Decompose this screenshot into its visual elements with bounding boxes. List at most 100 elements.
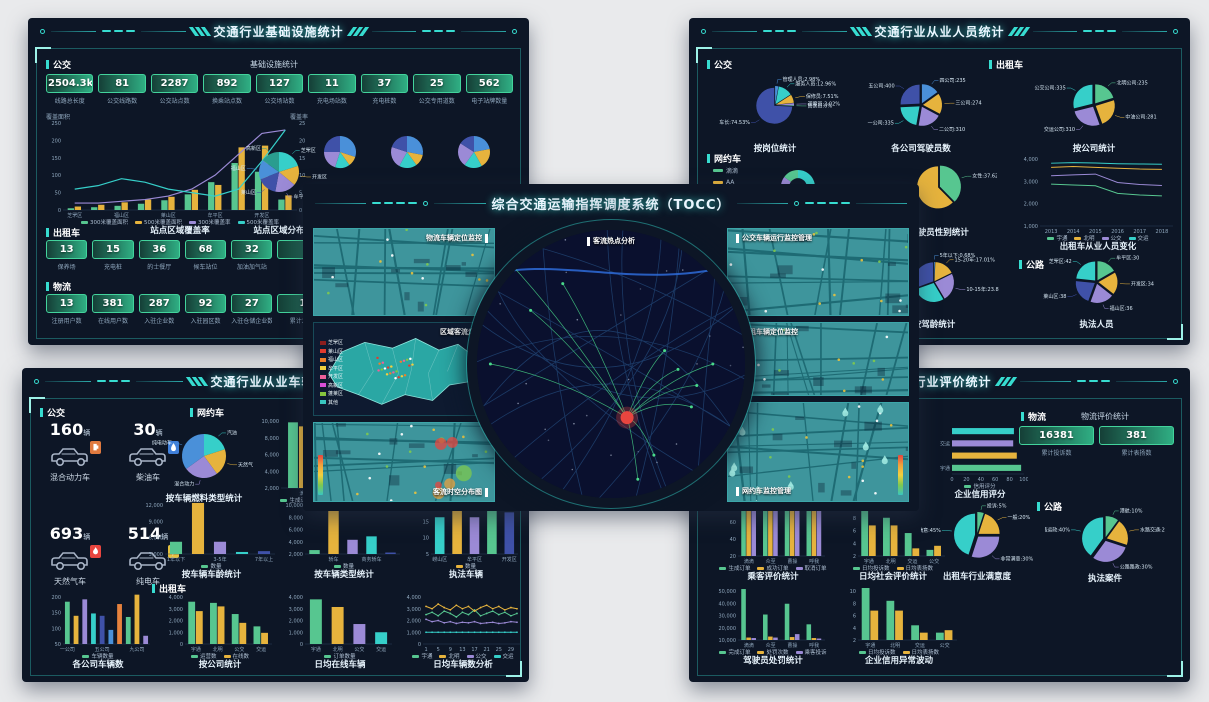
svg-text:2018: 2018: [1156, 229, 1169, 234]
map-passenger-heat[interactable]: 客流时空分布图: [313, 422, 495, 502]
svg-text:21: 21: [483, 647, 489, 652]
svg-text:13: 13: [459, 647, 465, 652]
header-line: [461, 30, 507, 32]
law-case-pie[interactable]: 港航:10% 水路交通:20% 公路路政:30% 道路运政:40% 执法案件: [1045, 504, 1165, 584]
chart-legend: 车辆数量: [42, 652, 154, 660]
svg-text:满意:45%: 满意:45%: [921, 527, 941, 534]
svg-text:15-20年:17.01%: 15-20年:17.01%: [955, 256, 996, 263]
svg-text:4,000: 4,000: [169, 595, 183, 601]
satisfaction-pie[interactable]: 投诉:5%一般:20% 非常满意:30% 满意:45% 出租车行业满意度: [921, 498, 1033, 582]
fuel-type-pie[interactable]: 汽油 天然气 混合动力 纯电动车 按车辆燃料类型统计: [152, 418, 256, 504]
header-endpoint-icon: [34, 378, 39, 384]
driving-age-pie[interactable]: 5年以下:0.68%15-20年:17.01% 10-15年:23.81% 按驾龄统…: [869, 244, 999, 330]
svg-text:天然气: 天然气: [238, 461, 253, 468]
stat-label: 充电桩数: [372, 98, 397, 105]
stat-box: 36 的士餐厅: [138, 240, 180, 271]
map-passenger-hotspot-circle[interactable]: 客流热点分析: [477, 230, 745, 498]
vehicle-type-bar[interactable]: 2,000 4,000 6,000 8,000 10,000 轿车 商务轿车 数量 按车辆类型统…: [284, 502, 404, 580]
svg-text:一公司:335: 一公司:335: [868, 121, 894, 127]
chart-title: 日均社会评价统计: [858, 572, 927, 582]
stat-box: 15 充电桩: [92, 240, 134, 271]
header-line: [45, 380, 92, 382]
map-taxi-vehicle-monitor[interactable]: 出租车辆定位监控: [727, 322, 909, 396]
region-flow-legend: 芝罘区 莱山区 福山区 牟平区 开发区 高新区 蓬莱区 其他: [320, 339, 343, 406]
station-distribution-pie[interactable]: 芝罘区 开发区 牟平区 莱山区 福山区 高新区 站点区域分布: [226, 118, 332, 236]
svg-text:3,000: 3,000: [1024, 179, 1038, 185]
svg-text:3,000: 3,000: [149, 552, 163, 558]
svg-text:投诉:5%: 投诉:5%: [987, 502, 1007, 509]
law-vehicle-bar[interactable]: 5101520崂山区牟平区开发区数量执法车辆: [410, 502, 522, 580]
map-logistics-vehicle-monitor[interactable]: 物流车辆定位监控: [313, 228, 495, 316]
map-region-passenger-flow[interactable]: 区域客流走向 芝罘区 莱山区 福山区 牟平区 开发区 高新区 蓬莱区 其他: [313, 322, 495, 416]
gender-pie[interactable]: 女性:37.62% 驾驶员性别统计: [881, 146, 997, 238]
svg-text:2014: 2014: [1067, 229, 1080, 234]
svg-text:250: 250: [51, 121, 61, 127]
section-label-bus: 公交: [40, 406, 65, 419]
svg-text:9,000: 9,000: [149, 519, 163, 525]
svg-text:3,000: 3,000: [407, 607, 421, 613]
social-eval-bar[interactable]: 246810宇通北明交运公交日均投诉数日均表扬数日均社会评价统计: [837, 502, 949, 582]
svg-text:五公司: 五公司: [95, 647, 110, 652]
credit-fluctuation-bar[interactable]: 2 4 6 8 10 宇通 北明 交运 公交 日均投诉数 日均表扬数 企业信用异常波动: [837, 588, 961, 666]
passenger-eval-bar[interactable]: 20406080滴滴众至曹操呼我生成订单成功订单取消订单乘客评价统计: [717, 502, 829, 582]
svg-text:3-5年: 3-5年: [213, 556, 226, 562]
map-wyc-monitor[interactable]: 网约车监控管理: [727, 402, 909, 502]
svg-text:宇通: 宇通: [865, 642, 875, 648]
stat-value: 381: [1099, 426, 1174, 445]
chart-legend: 订单数量: [284, 652, 396, 660]
chart-title: 各公司车辆数: [72, 660, 124, 670]
chart-legend: 生成订单: [260, 496, 332, 504]
chart-title: 按车辆类型统计: [314, 570, 374, 580]
svg-text:2017: 2017: [1133, 229, 1146, 234]
svg-text:6: 6: [853, 529, 856, 535]
district-pie-3[interactable]: [450, 124, 498, 180]
company-vehicle-bar[interactable]: 50 100 150 200 一公司 五公司 九公司 车辆数量 各公司车辆数: [42, 594, 154, 670]
svg-text:4,000: 4,000: [289, 540, 303, 546]
taxi-company-pie[interactable]: 北明公司:235 中油公司:281 交运公司:310 公交公司:335 按公司统计: [1019, 66, 1169, 154]
stat-label: 加油加气站: [236, 264, 267, 271]
credit-score-hbar[interactable]: 0 20 40 60 80 100 交运 宇通 信用评分 企业信用评分: [932, 422, 1028, 500]
svg-text:宇通: 宇通: [311, 646, 321, 652]
svg-text:滴滴: 滴滴: [744, 558, 754, 564]
stat-value: 381: [92, 294, 134, 313]
chevrons-right-icon: [346, 26, 369, 36]
svg-text:服务人员:12.96%: 服务人员:12.96%: [795, 80, 836, 87]
company-driver-pie[interactable]: 四公司:235 三公司:274 二公司:310 一公司:335 五公司:400 各公司驾驶…: [851, 66, 991, 154]
stat-label: 累计投诉数: [1041, 450, 1072, 457]
svg-text:2,000: 2,000: [407, 619, 421, 625]
stat-value: 81: [98, 74, 146, 93]
stat-box: 562 电子站牌数量: [465, 74, 513, 105]
section-label-logistics: 物流: [1021, 410, 1046, 423]
stat-label: 充电场站数: [316, 98, 347, 105]
taxi-staff-line-chart[interactable]: 1,000 2,000 3,000 4,000 2013 2014 2015 2016 2017…: [1019, 156, 1177, 252]
section-subtitle: 物流评价统计: [1081, 412, 1129, 421]
daily-online-bar[interactable]: 0 1,000 2,000 3,000 4,000 宇通 北明 公交 交运 订单数量 日均在线车辆: [284, 594, 396, 670]
svg-text:1,000: 1,000: [169, 630, 183, 636]
daily-vehicle-line[interactable]: 0 1,000 2,000 3,000 4,000 1 5 9 13 17 21 25 29 宇通 北明 公交…: [402, 594, 524, 670]
stat-label: 电子站牌数量: [471, 98, 508, 105]
post-statistics-pie[interactable]: 管理人员:2.98% 服务人员:12.96% 保修员:7.51% 调度员:2.02% 售…: [705, 66, 845, 154]
map-label: 公交车辆运行监控管理: [736, 233, 812, 243]
stat-label: 保养场: [57, 264, 76, 271]
stat-value: 2504.3km: [46, 74, 94, 93]
heat-gradient-legend: [318, 455, 323, 495]
svg-text:交运: 交运: [256, 646, 266, 652]
svg-text:公交: 公交: [940, 642, 950, 648]
law-staff-pie[interactable]: 牟平区:30 开发区:34 福山区:36 莱山区:38 芝罘区:42 执法人员: [1024, 244, 1169, 330]
legend-item: AA: [713, 179, 738, 186]
svg-text:15: 15: [423, 519, 429, 525]
svg-text:牟平区: 牟平区: [467, 556, 482, 562]
svg-text:曹操: 曹操: [787, 558, 797, 564]
stat-box: 92 入驻园区数: [184, 294, 227, 325]
svg-text:0: 0: [300, 642, 303, 648]
vehicle-age-bar[interactable]: 3,000 6,000 9,000 12,000 1年以下 3-5年 7年以上 数量 按车辆车龄…: [144, 502, 279, 580]
by-company-bar[interactable]: 0 1,000 2,000 3,000 4,000 宇通 北明 公交 交运 运营数 在线数 按公司统计: [164, 594, 276, 670]
header-dashes-icon: [1083, 30, 1117, 32]
chart-title: 日均车辆数分析: [433, 660, 493, 670]
map-bus-vehicle-monitor[interactable]: 公交车辆运行监控管理: [727, 228, 909, 316]
stat-value: 25: [413, 74, 461, 93]
svg-text:公路路政:30%: 公路路政:30%: [1120, 564, 1153, 571]
district-pie-1[interactable]: [316, 124, 364, 180]
driver-punish-bar[interactable]: 10,000 20,000 30,000 40,000 50,000 滴滴 众至 曹操 呼我 完成…: [717, 588, 829, 666]
district-pie-2[interactable]: [383, 124, 431, 180]
